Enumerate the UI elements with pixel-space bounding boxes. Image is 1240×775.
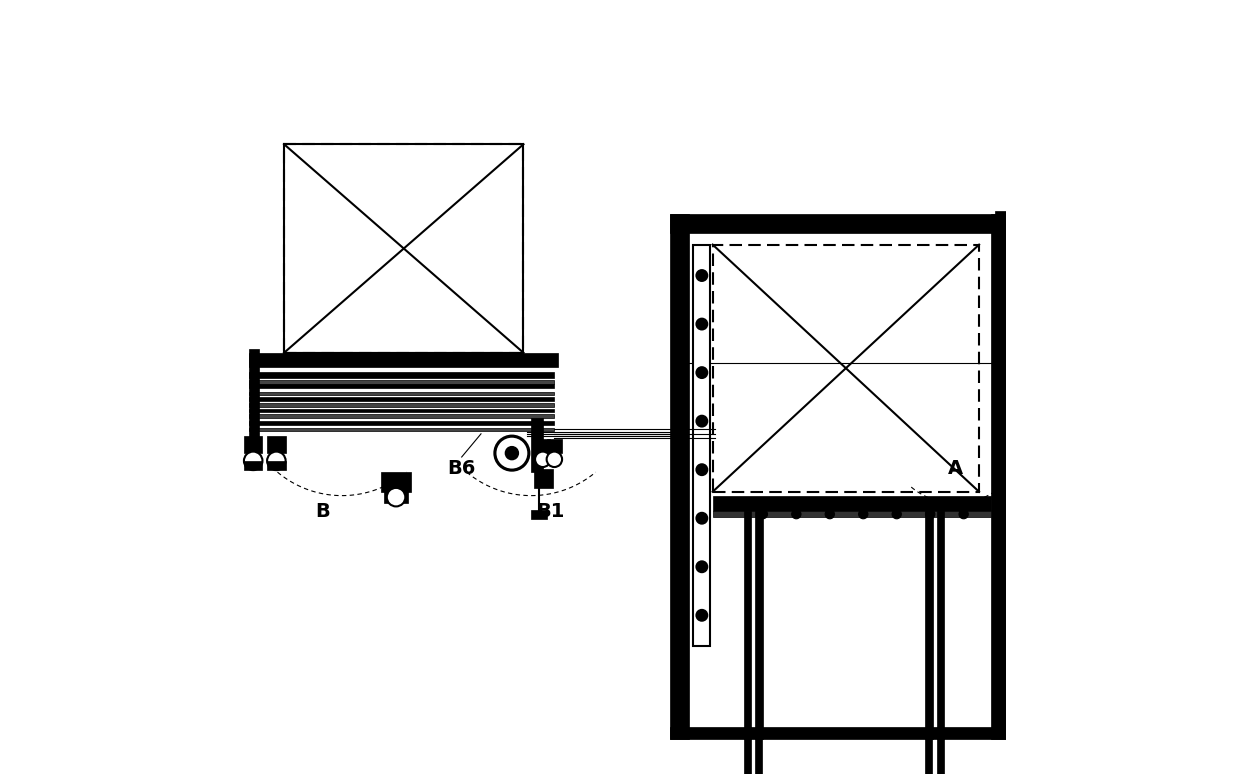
Bar [998,218,1018,260]
Text: B6: B6 [448,459,476,478]
Bar [1018,222,1025,253]
Bar [925,731,932,775]
Bar [994,212,1029,218]
Bar [267,436,285,453]
Bar [531,509,547,518]
Circle shape [697,610,707,621]
Circle shape [244,452,263,470]
Bar [384,490,408,503]
Bar [249,409,554,412]
Circle shape [697,415,707,426]
Bar [744,731,750,775]
Bar [670,214,689,739]
Circle shape [697,367,707,378]
Text: A: A [949,459,963,478]
Bar [284,144,523,353]
Bar [249,349,259,442]
Bar [249,414,554,418]
Circle shape [892,509,901,518]
Bar [670,214,1009,233]
Circle shape [547,452,562,467]
Bar [936,731,944,775]
Bar [249,403,554,407]
Bar [249,397,554,401]
Bar [244,461,263,470]
Bar [249,384,554,388]
Bar [744,511,751,739]
Circle shape [697,319,707,329]
Bar [534,439,551,453]
Bar [381,473,412,492]
Bar [991,214,1009,739]
Bar [755,731,763,775]
Bar [670,727,1009,739]
Bar [249,392,554,395]
Bar [244,436,263,453]
Bar [713,495,991,511]
Circle shape [387,488,405,506]
Bar [249,372,554,378]
Circle shape [959,509,968,518]
Bar [936,511,945,739]
Circle shape [506,447,518,460]
Bar [713,511,991,517]
Text: B: B [315,501,330,521]
Circle shape [697,464,707,475]
Bar [249,353,558,367]
Bar [284,144,523,353]
Circle shape [758,509,768,518]
Circle shape [697,513,707,524]
Bar [533,469,553,488]
Bar [755,511,763,739]
Bar [249,380,554,384]
Bar [531,418,543,473]
Bar [693,245,711,646]
Bar [267,461,285,470]
Circle shape [495,436,529,470]
Bar [713,245,980,492]
Text: B1: B1 [537,501,564,521]
Circle shape [791,509,801,518]
Bar [249,422,554,425]
Circle shape [697,561,707,572]
Circle shape [534,452,551,467]
Circle shape [825,509,835,518]
Bar [547,439,562,453]
Circle shape [858,509,868,518]
Circle shape [697,270,707,281]
Circle shape [925,509,935,518]
Bar [249,428,554,431]
Bar [925,511,932,739]
Circle shape [267,452,285,470]
